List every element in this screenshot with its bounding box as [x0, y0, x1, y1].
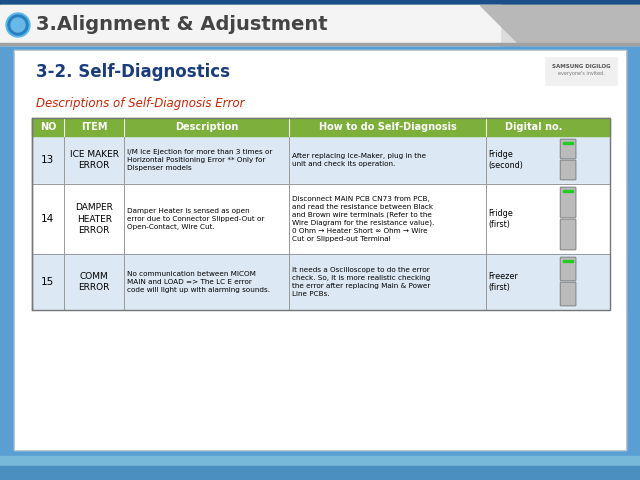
- Bar: [32, 136, 610, 184]
- Bar: [563, 260, 573, 262]
- FancyBboxPatch shape: [560, 139, 576, 159]
- Bar: [0, 5, 640, 45]
- Bar: [0, 456, 640, 471]
- FancyBboxPatch shape: [560, 160, 576, 180]
- Bar: [32, 254, 610, 310]
- Bar: [0, 43, 640, 45]
- Circle shape: [6, 13, 30, 37]
- Text: ITEM: ITEM: [81, 122, 108, 132]
- Text: 3.Alignment & Adjustment: 3.Alignment & Adjustment: [36, 15, 328, 35]
- Text: 13: 13: [41, 155, 54, 165]
- Text: After replacing Ice-Maker, plug in the
unit and check its operation.: After replacing Ice-Maker, plug in the u…: [292, 153, 426, 167]
- Text: NO: NO: [40, 122, 56, 132]
- Text: everyone's invited.: everyone's invited.: [557, 72, 604, 76]
- Text: DAMPER
HEATER
ERROR: DAMPER HEATER ERROR: [75, 203, 113, 235]
- Bar: [0, 5, 500, 45]
- Text: Disconnect MAIN PCB CN73 from PCB,
and read the resistance between Black
and Bro: Disconnect MAIN PCB CN73 from PCB, and r…: [292, 196, 435, 242]
- Text: 3-2. Self-Diagnostics: 3-2. Self-Diagnostics: [36, 63, 230, 81]
- Circle shape: [11, 18, 25, 32]
- Circle shape: [8, 15, 28, 35]
- Bar: [563, 142, 573, 144]
- Text: Digital no.: Digital no.: [505, 122, 562, 132]
- Text: Freezer
(first): Freezer (first): [489, 272, 518, 292]
- FancyBboxPatch shape: [560, 257, 576, 281]
- Bar: [0, 466, 640, 480]
- Text: 15: 15: [41, 277, 54, 287]
- Text: Descriptions of Self-Diagnosis Error: Descriptions of Self-Diagnosis Error: [36, 97, 244, 110]
- Text: No communication between MICOM
MAIN and LOAD => The LC E error
code will light u: No communication between MICOM MAIN and …: [127, 271, 271, 293]
- Text: I/M Ice Ejection for more than 3 times or
Horizontal Positioning Error ** Only f: I/M Ice Ejection for more than 3 times o…: [127, 149, 273, 171]
- Bar: [0, 0, 640, 5]
- FancyBboxPatch shape: [560, 187, 576, 218]
- Text: Damper Heater is sensed as open
error due to Connector Slipped-Out or
Open-Conta: Damper Heater is sensed as open error du…: [127, 208, 265, 230]
- Bar: [545, 57, 617, 85]
- Bar: [14, 50, 626, 450]
- Bar: [32, 184, 610, 254]
- Text: 14: 14: [41, 214, 54, 224]
- Bar: [563, 190, 573, 192]
- FancyBboxPatch shape: [560, 219, 576, 250]
- Text: How to do Self-Diagnosis: How to do Self-Diagnosis: [319, 122, 456, 132]
- Bar: [32, 118, 610, 310]
- Text: SAMSUNG DIGILOG: SAMSUNG DIGILOG: [552, 63, 611, 69]
- Text: Fridge
(second): Fridge (second): [489, 150, 524, 170]
- Text: It needs a Oscilloscope to do the error
check. So, it is more realistic checking: It needs a Oscilloscope to do the error …: [292, 267, 431, 297]
- Text: ICE MAKER
ERROR: ICE MAKER ERROR: [70, 150, 118, 170]
- Text: Fridge
(first): Fridge (first): [489, 209, 513, 229]
- Polygon shape: [480, 5, 640, 45]
- FancyBboxPatch shape: [560, 282, 576, 306]
- Bar: [14, 50, 626, 450]
- Bar: [32, 118, 610, 136]
- Text: Description: Description: [175, 122, 239, 132]
- Text: COMM
ERROR: COMM ERROR: [79, 272, 110, 292]
